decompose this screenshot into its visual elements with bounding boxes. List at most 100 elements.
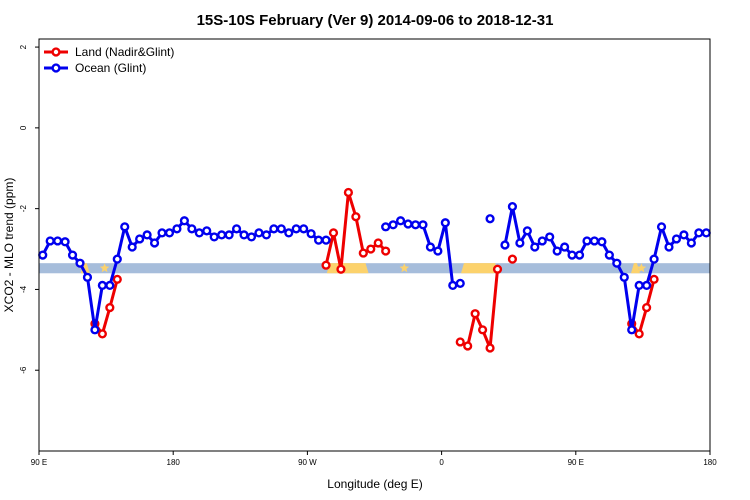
data-point — [313, 235, 324, 245]
legend: Land (Nadir&Glint) Ocean (Glint) — [44, 45, 174, 75]
data-point — [634, 280, 644, 290]
data-point — [112, 254, 122, 264]
star-marker — [636, 263, 647, 273]
data-point — [105, 280, 115, 290]
data-point — [269, 224, 279, 234]
data-point — [291, 224, 301, 234]
star-marker — [99, 263, 110, 273]
data-point — [381, 222, 391, 232]
x-tick-label: 90 E — [568, 458, 584, 467]
data-point — [164, 228, 175, 238]
data-point — [455, 278, 465, 288]
data-point — [589, 236, 600, 246]
data-point — [217, 230, 227, 240]
data-point — [120, 222, 130, 232]
data-point — [127, 242, 137, 252]
data-point — [425, 242, 436, 252]
data-point — [574, 250, 585, 260]
data-point — [537, 236, 547, 246]
y-axis: 2 0 -2 -4 -6 — [19, 44, 39, 374]
land-ocean-band — [39, 263, 710, 274]
data-point — [306, 229, 316, 239]
data-point — [179, 216, 189, 226]
data-point — [522, 226, 532, 236]
data-point — [410, 220, 421, 230]
data-point — [515, 238, 525, 248]
series-layer — [38, 187, 711, 353]
data-point — [239, 230, 249, 240]
star-marker — [399, 263, 410, 273]
data-point — [492, 264, 503, 274]
data-point — [336, 264, 346, 274]
data-point — [649, 274, 659, 284]
data-point — [82, 272, 93, 282]
data-point — [246, 232, 257, 242]
data-point — [75, 258, 85, 268]
data-point — [149, 238, 160, 248]
data-point — [261, 230, 271, 240]
data-point — [373, 238, 383, 248]
data-point — [560, 242, 570, 252]
data-point — [679, 230, 689, 240]
legend-label: Land (Nadir&Glint) — [75, 45, 174, 59]
data-point — [60, 237, 70, 247]
data-point — [97, 280, 107, 290]
data-point — [231, 224, 242, 234]
data-point — [507, 202, 518, 212]
land-band-segment — [630, 263, 640, 274]
x-tick-label: 180 — [703, 458, 717, 467]
data-point — [112, 274, 122, 284]
data-point — [388, 220, 398, 230]
data-point — [664, 242, 674, 252]
ocean-band — [39, 263, 710, 274]
series-line — [503, 205, 707, 332]
data-point — [455, 337, 465, 347]
data-point — [142, 230, 152, 240]
data-point — [507, 254, 518, 264]
series-land — [90, 187, 659, 353]
data-point — [187, 224, 197, 234]
data-point — [321, 235, 331, 245]
series-ocean — [38, 202, 711, 335]
data-point — [567, 250, 577, 260]
x-axis-label: Longitude (deg E) — [327, 477, 422, 491]
data-point — [612, 258, 622, 268]
data-point — [381, 246, 391, 256]
data-point — [634, 329, 644, 339]
data-point — [478, 325, 488, 335]
data-point — [627, 325, 637, 335]
x-tick-label: 90 W — [298, 458, 317, 467]
data-point — [485, 214, 495, 224]
data-point — [604, 250, 614, 260]
data-point — [157, 228, 167, 238]
data-point — [90, 325, 100, 335]
data-point — [701, 228, 711, 238]
plot-frame — [38, 38, 711, 452]
data-point — [418, 220, 428, 230]
data-point — [209, 232, 219, 242]
data-point — [135, 234, 145, 244]
land-band-segment — [460, 263, 499, 274]
series-line — [385, 219, 461, 287]
data-point — [284, 228, 294, 238]
data-point — [276, 224, 286, 234]
x-tick-label: 0 — [439, 458, 444, 467]
data-point — [343, 187, 354, 198]
data-point — [202, 226, 212, 236]
data-point — [97, 329, 107, 339]
data-point — [67, 250, 78, 260]
data-point — [597, 237, 607, 247]
data-point — [105, 303, 115, 313]
data-point — [463, 341, 473, 351]
data-point — [500, 240, 510, 250]
legend-item: Ocean (Glint) — [44, 61, 146, 75]
data-point — [694, 228, 704, 238]
legend-marker — [51, 63, 61, 73]
data-point — [619, 272, 629, 282]
data-point — [448, 280, 458, 290]
data-point — [194, 228, 204, 238]
data-point — [224, 230, 234, 240]
data-point — [649, 254, 659, 264]
data-point — [172, 224, 182, 234]
